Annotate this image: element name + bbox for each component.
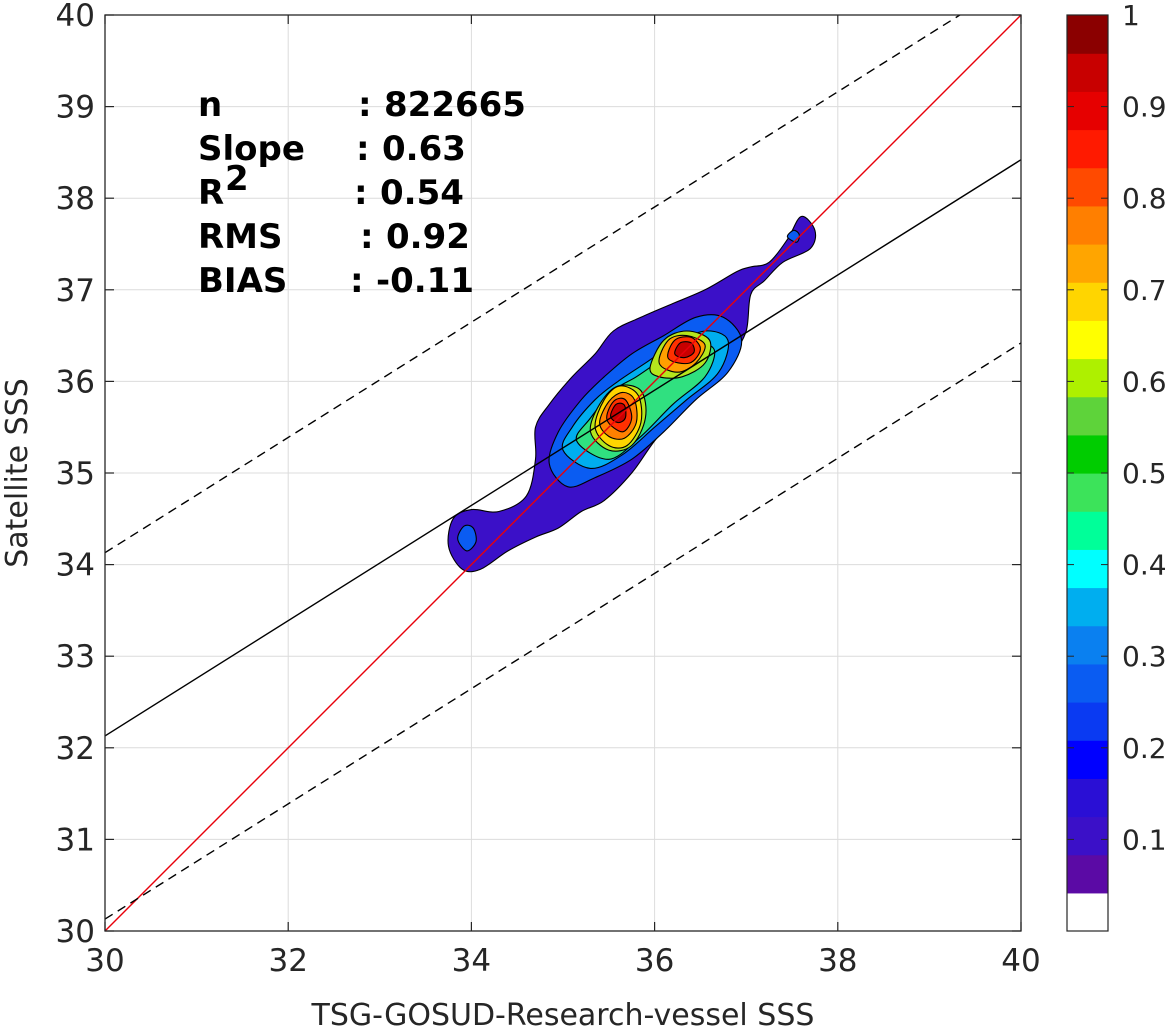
stat-separator: : bbox=[356, 129, 370, 169]
y-tick-label: 34 bbox=[56, 548, 95, 584]
stat-label: RMS bbox=[198, 217, 283, 257]
colorbar-segment bbox=[1067, 511, 1108, 550]
y-tick-label: 32 bbox=[56, 731, 95, 767]
colorbar-tick-label: 0.6 bbox=[1122, 365, 1167, 398]
colorbar-segment bbox=[1067, 778, 1108, 818]
colorbar-tick-label: 1 bbox=[1122, 0, 1140, 32]
colorbar-tick-label: 0.2 bbox=[1122, 732, 1167, 765]
colorbar-tick-label: 0.5 bbox=[1122, 457, 1167, 490]
regression-line bbox=[105, 159, 1021, 737]
density-contours bbox=[447, 215, 817, 573]
upper-bound-line bbox=[105, 15, 962, 554]
y-tick-label: 35 bbox=[56, 456, 95, 492]
colorbar-segment bbox=[1067, 15, 1108, 54]
colorbar-tick-label: 0.7 bbox=[1122, 274, 1167, 307]
colorbar-segment bbox=[1067, 129, 1108, 169]
grid bbox=[104, 14, 1022, 932]
y-tick-label: 40 bbox=[56, 0, 95, 34]
colorbar-segment bbox=[1067, 53, 1108, 92]
x-tick-label: 40 bbox=[1001, 943, 1040, 979]
colorbar-segment bbox=[1067, 167, 1108, 207]
stat-separator: : bbox=[358, 85, 372, 125]
stat-value: 0.54 bbox=[380, 173, 464, 213]
x-tick-label: 38 bbox=[818, 943, 857, 979]
y-tick-labels: 30 31 32 33 34 35 36 37 38 39 40 bbox=[56, 0, 95, 950]
colorbar-segment bbox=[1067, 282, 1108, 321]
colorbar-segment bbox=[1067, 434, 1108, 474]
colorbar-tick-labels: 0.1 0.2 0.3 0.4 0.5 0.6 0.7 0.8 0.9 1 bbox=[1122, 0, 1167, 856]
axis-ticks bbox=[104, 14, 1022, 932]
reference-lines bbox=[105, 15, 1021, 931]
y-tick-label: 36 bbox=[56, 364, 95, 400]
stat-label: BIAS bbox=[198, 261, 287, 301]
colorbar-segment bbox=[1067, 702, 1108, 741]
colorbar-segment bbox=[1067, 358, 1108, 398]
stat-value: -0.11 bbox=[376, 261, 474, 301]
density-contour bbox=[457, 524, 477, 552]
colorbar-tick-label: 0.3 bbox=[1122, 640, 1167, 673]
stat-label: Slope bbox=[198, 129, 305, 169]
x-axis-label: TSG-GOSUD-Research-vessel SSS bbox=[311, 998, 815, 1028]
x-tick-label: 36 bbox=[635, 943, 674, 979]
colorbar-segment bbox=[1067, 549, 1108, 589]
stat-superscript: 2 bbox=[225, 159, 249, 199]
colorbar-tick-label: 0.1 bbox=[1122, 823, 1167, 856]
y-tick-label: 33 bbox=[56, 639, 95, 675]
colorbar-segment bbox=[1067, 587, 1108, 627]
stat-separator: : bbox=[350, 261, 364, 301]
y-tick-label: 31 bbox=[56, 822, 95, 858]
colorbar-segment bbox=[1067, 396, 1108, 436]
colorbar-segment bbox=[1067, 854, 1108, 894]
y-axis-label: Satellite SSS bbox=[0, 378, 35, 568]
stat-label: R bbox=[198, 173, 224, 213]
colorbar-segment bbox=[1067, 91, 1108, 131]
colorbar-tick-label: 0.4 bbox=[1122, 549, 1167, 582]
y-tick-label: 38 bbox=[56, 181, 95, 217]
colorbar-segment bbox=[1067, 320, 1108, 360]
colorbar-segment bbox=[1067, 244, 1108, 283]
y-tick-label: 30 bbox=[56, 914, 95, 950]
colorbar-tick-label: 0.9 bbox=[1122, 91, 1167, 124]
x-tick-label: 34 bbox=[452, 943, 491, 979]
y-tick-label: 37 bbox=[56, 273, 95, 309]
stat-separator: : bbox=[354, 173, 368, 213]
colorbar-segment bbox=[1067, 473, 1108, 512]
stat-separator: : bbox=[360, 217, 374, 257]
colorbar bbox=[1066, 14, 1109, 932]
stat-label: n bbox=[198, 85, 222, 125]
colorbar-segment bbox=[1067, 205, 1108, 245]
x-tick-labels: 30 32 34 36 38 40 bbox=[85, 943, 1040, 979]
lower-bound-line bbox=[105, 342, 1021, 920]
colorbar-segment bbox=[1067, 892, 1108, 932]
colorbar-segment bbox=[1067, 740, 1108, 779]
one-to-one-line bbox=[105, 15, 1021, 931]
x-tick-label: 32 bbox=[268, 943, 307, 979]
stat-value: 0.92 bbox=[386, 217, 470, 257]
stat-value: 0.63 bbox=[382, 129, 466, 169]
x-tick-label: 30 bbox=[85, 943, 124, 979]
colorbar-tick-label: 0.8 bbox=[1122, 182, 1167, 215]
colorbar-segment bbox=[1067, 663, 1108, 703]
stat-value: 822665 bbox=[384, 85, 526, 125]
colorbar-segment bbox=[1067, 625, 1108, 665]
y-tick-label: 39 bbox=[56, 90, 95, 126]
colorbar-segment bbox=[1067, 816, 1108, 856]
